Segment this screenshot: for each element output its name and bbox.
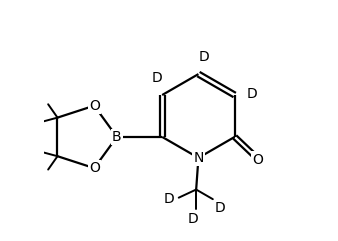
- Text: O: O: [89, 161, 100, 175]
- Text: O: O: [89, 99, 100, 113]
- Text: D: D: [151, 71, 162, 85]
- Text: D: D: [214, 201, 225, 215]
- Text: D: D: [163, 192, 174, 206]
- Text: N: N: [193, 151, 203, 165]
- Text: D: D: [199, 50, 210, 64]
- Text: O: O: [252, 153, 263, 167]
- Text: D: D: [246, 87, 257, 101]
- Text: D: D: [187, 212, 198, 226]
- Text: B: B: [112, 130, 122, 144]
